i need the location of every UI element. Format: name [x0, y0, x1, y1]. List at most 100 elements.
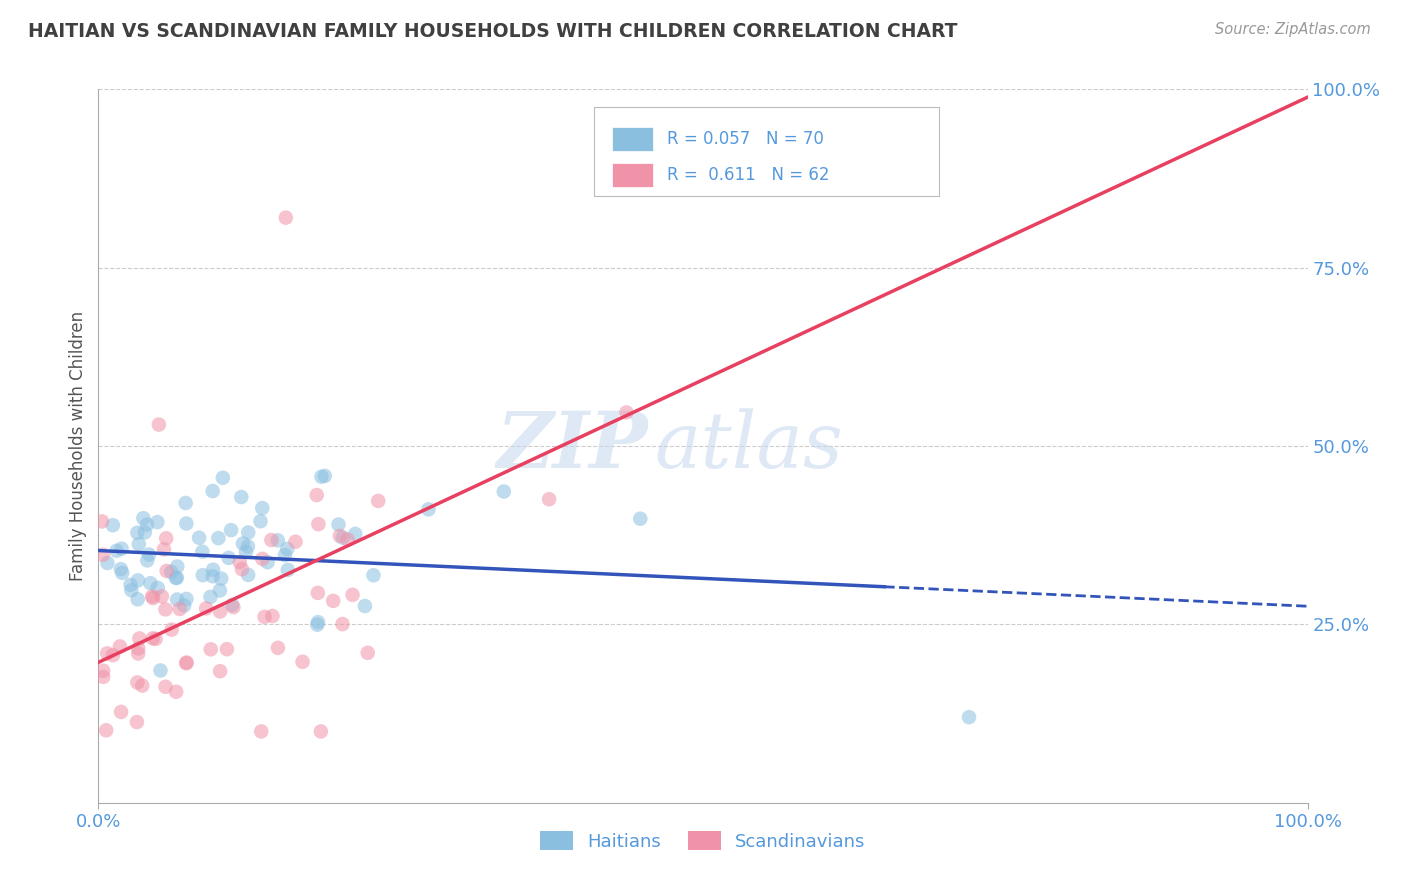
Point: [202, 563, 225, 577]
Text: HAITIAN VS SCANDINAVIAN FAMILY HOUSEHOLDS WITH CHILDREN CORRELATION CHART: HAITIAN VS SCANDINAVIAN FAMILY HOUSEHOLD…: [28, 22, 957, 41]
Point: [148, 417, 170, 432]
Point: [166, 571, 188, 585]
Point: [110, 562, 132, 576]
Point: [127, 525, 149, 540]
Point: [174, 657, 197, 671]
Point: [307, 517, 329, 532]
Point: [238, 525, 260, 540]
Point: [363, 568, 385, 582]
Point: [538, 492, 561, 507]
Point: [160, 623, 183, 637]
Point: [208, 583, 231, 598]
Point: [262, 609, 284, 624]
Point: [120, 578, 142, 592]
FancyBboxPatch shape: [613, 162, 654, 187]
Point: [195, 601, 218, 615]
Point: [209, 664, 232, 678]
Point: [127, 592, 149, 607]
Point: [222, 600, 245, 615]
Point: [160, 565, 183, 579]
Point: [127, 647, 149, 661]
Point: [250, 724, 273, 739]
Point: [149, 664, 172, 678]
Point: [146, 515, 169, 529]
Point: [176, 591, 198, 606]
Point: [136, 553, 159, 567]
Point: [110, 541, 132, 556]
Point: [249, 514, 271, 528]
Point: [309, 724, 332, 739]
Point: [252, 501, 274, 516]
Point: [274, 548, 297, 562]
Point: [127, 641, 149, 656]
Point: [322, 594, 344, 608]
Point: [191, 544, 214, 558]
Text: Source: ZipAtlas.com: Source: ZipAtlas.com: [1215, 22, 1371, 37]
Text: R =  0.611   N = 62: R = 0.611 N = 62: [666, 166, 830, 184]
Point: [354, 599, 377, 613]
Point: [142, 591, 165, 605]
Point: [166, 592, 188, 607]
Point: [155, 680, 177, 694]
Point: [127, 675, 149, 690]
Point: [274, 211, 297, 225]
FancyBboxPatch shape: [613, 127, 654, 152]
Point: [221, 598, 243, 612]
Point: [91, 664, 114, 678]
FancyBboxPatch shape: [595, 107, 939, 196]
Point: [165, 571, 187, 585]
Point: [344, 527, 367, 541]
Point: [329, 529, 352, 543]
Point: [150, 590, 173, 604]
Text: atlas: atlas: [655, 408, 844, 484]
Point: [332, 617, 354, 632]
Point: [105, 543, 128, 558]
Point: [336, 533, 359, 547]
Point: [174, 496, 197, 510]
Point: [201, 483, 224, 498]
Point: [141, 590, 163, 604]
Point: [153, 542, 176, 557]
Point: [101, 518, 124, 533]
Point: [910, 168, 932, 182]
Point: [215, 642, 238, 657]
Point: [138, 548, 160, 562]
Point: [328, 517, 350, 532]
Point: [235, 545, 257, 559]
Point: [418, 502, 440, 516]
Point: [201, 569, 224, 583]
Point: [173, 599, 195, 613]
Point: [267, 533, 290, 548]
Point: [207, 531, 229, 545]
Point: [155, 531, 177, 545]
Point: [176, 656, 198, 670]
Point: [367, 494, 389, 508]
Point: [238, 568, 260, 582]
Point: [311, 469, 333, 483]
Point: [146, 581, 169, 595]
Y-axis label: Family Households with Children: Family Households with Children: [69, 311, 87, 581]
Point: [136, 517, 159, 532]
Point: [125, 714, 148, 729]
Point: [267, 640, 290, 655]
Point: [332, 531, 354, 545]
Point: [101, 648, 124, 662]
Point: [200, 590, 222, 604]
Point: [314, 468, 336, 483]
Point: [218, 550, 240, 565]
Point: [156, 564, 179, 578]
Point: [200, 642, 222, 657]
Point: [253, 610, 276, 624]
Point: [305, 488, 328, 502]
Point: [277, 563, 299, 577]
Point: [342, 588, 364, 602]
Point: [91, 548, 114, 562]
Point: [957, 710, 980, 724]
Legend: Haitians, Scandinavians: Haitians, Scandinavians: [533, 824, 873, 858]
Point: [276, 541, 298, 556]
Point: [291, 655, 314, 669]
Point: [127, 574, 149, 588]
Point: [128, 632, 150, 646]
Point: [108, 640, 131, 654]
Point: [131, 679, 153, 693]
